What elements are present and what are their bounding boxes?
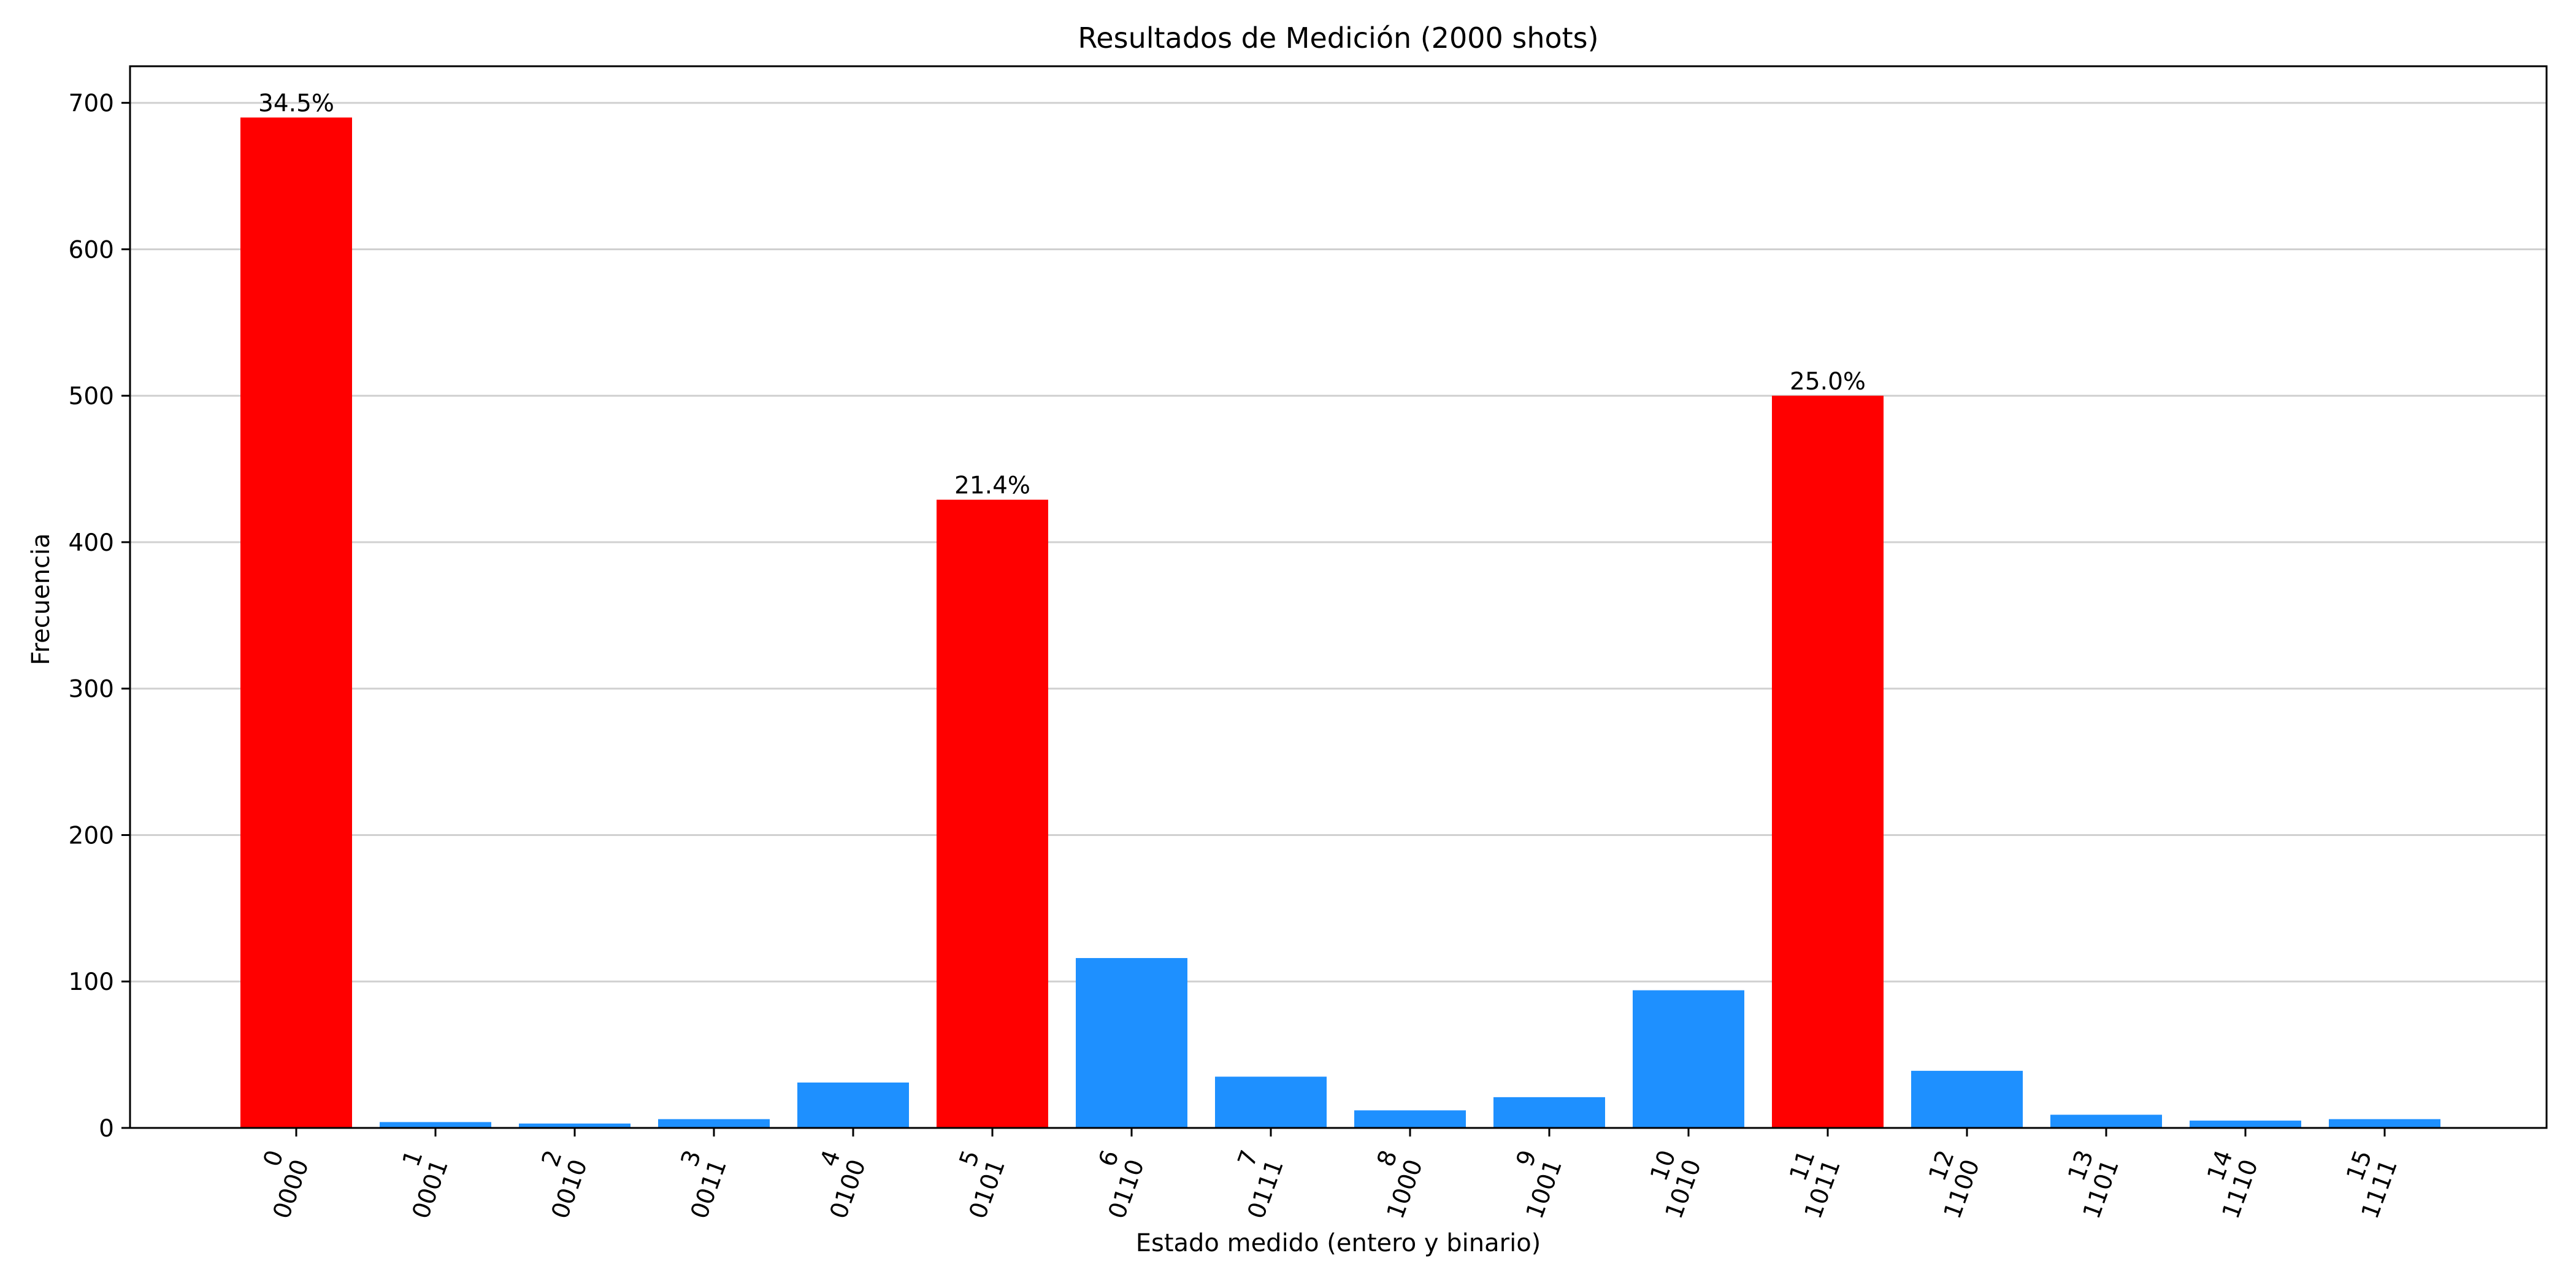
bar-state-14: [2190, 1121, 2301, 1128]
y-tick-label: 700: [69, 90, 114, 118]
y-tick-label: 600: [69, 236, 114, 264]
y-tick-label: 400: [69, 529, 114, 557]
bar-state-2: [519, 1123, 631, 1128]
bars: [240, 117, 2440, 1128]
plot-frame: [129, 65, 2548, 1129]
bar-state-10: [1633, 990, 1744, 1128]
bar-data-label: 25.0%: [1790, 368, 1866, 396]
bar-data-label: 21.4%: [954, 472, 1030, 500]
y-tick-label: 200: [69, 822, 114, 849]
bar-state-0: [240, 117, 352, 1128]
bar-state-13: [2050, 1114, 2162, 1128]
bar-state-5: [937, 499, 1048, 1128]
y-tick-label: 300: [69, 676, 114, 703]
x-axis-label: Estado medido (entero y binario): [1136, 1229, 1541, 1257]
bar-data-label: 34.5%: [258, 90, 334, 118]
bar-state-8: [1354, 1110, 1466, 1128]
y-axis: 0 100 200 300 400 500 600 700: [69, 90, 130, 1143]
y-tick-label: 0: [99, 1115, 114, 1143]
grid-lines: [130, 102, 2547, 1129]
bar-state-1: [380, 1122, 491, 1128]
bar-state-12: [1911, 1070, 2023, 1128]
bar-state-6: [1076, 958, 1187, 1128]
bar-state-3: [658, 1119, 770, 1128]
bar-state-15: [2329, 1119, 2440, 1128]
bar-state-7: [1215, 1076, 1327, 1128]
bar-state-11: [1772, 396, 1884, 1128]
y-axis-label: Frecuencia: [27, 533, 55, 665]
bar-state-4: [797, 1082, 909, 1128]
bar-state-9: [1493, 1097, 1605, 1128]
chart-title: Resultados de Medición (2000 shots): [1078, 21, 1598, 55]
data-labels: 34.5% 21.4% 25.0%: [258, 90, 1866, 500]
y-tick-label: 500: [69, 383, 114, 410]
y-tick-label: 100: [69, 968, 114, 996]
